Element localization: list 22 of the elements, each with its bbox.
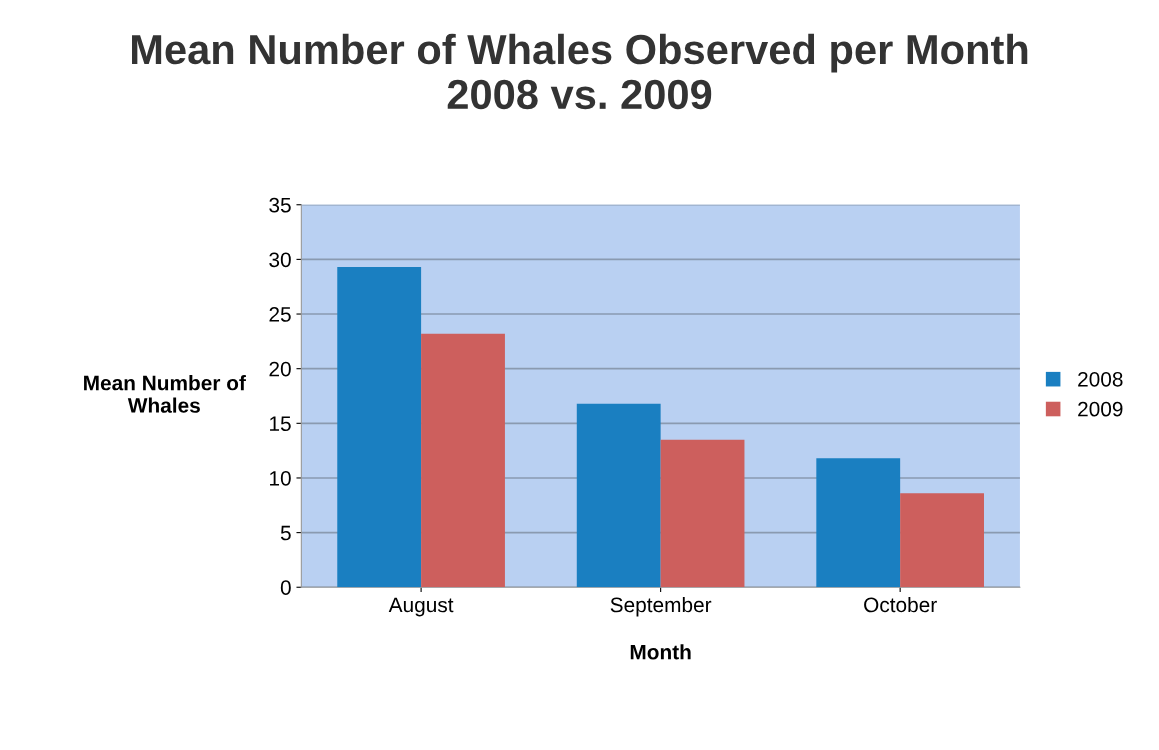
y-tick-label: 10: [270, 470, 291, 486]
bar: [421, 333, 505, 588]
bar: [576, 403, 661, 588]
y-tick-label: 15: [270, 416, 291, 432]
x-tick-label: September: [610, 596, 712, 617]
y-tick-label: 20: [269, 361, 291, 377]
y-tick-label: 35: [269, 197, 291, 213]
bar: [816, 458, 901, 588]
y-tick-label: 5: [280, 525, 291, 541]
bar: [337, 267, 422, 588]
x-tick-label: October: [864, 596, 937, 613]
x-tick-label: August: [388, 597, 454, 617]
legend-label: 2009: [1078, 401, 1123, 417]
bar: [900, 493, 984, 588]
legend-label: 2008: [1078, 371, 1123, 387]
chart-title: Mean Number of Whales Observed per Month 2008 vs. 2009: [132, 33, 1028, 110]
y-tick-label: 30: [269, 252, 291, 268]
x-axis-title: Month: [630, 644, 691, 660]
bar: [660, 439, 745, 588]
y-axis-title: Mean Number of Whales: [84, 375, 246, 413]
y-tick-label: 0: [280, 580, 291, 595]
y-tick-label: 25: [269, 307, 291, 322]
